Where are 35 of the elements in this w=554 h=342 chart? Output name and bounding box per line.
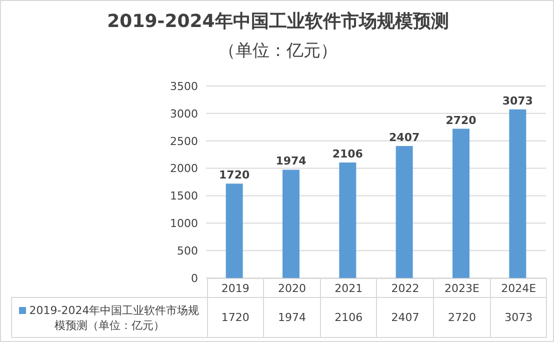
y-tick-label: 3000	[170, 107, 198, 120]
x-tick-label: 2023E	[434, 278, 490, 298]
x-tick-label: 2024E	[490, 278, 547, 298]
y-tick-label: 3500	[170, 80, 198, 93]
y-tick-label: 0	[191, 272, 198, 285]
text: 2720	[446, 114, 476, 127]
text: 2106	[332, 147, 363, 160]
data-label: 2720	[434, 298, 490, 338]
chart-subtitle: （单位：亿元）	[218, 40, 338, 62]
chart-title: 2019-2024年中国工业软件市场规模预测	[106, 10, 450, 33]
y-tick-label: 500	[177, 244, 198, 258]
bar	[509, 109, 526, 278]
bar	[396, 146, 413, 278]
legend-label: 2019-2024年中国工业软件市场规模预测（单位：亿元）	[12, 298, 207, 338]
data-label: 1720	[207, 298, 264, 338]
y-tick-label: 2500	[170, 134, 198, 148]
data-label: 3073	[490, 298, 547, 338]
text: 1974	[276, 154, 306, 168]
y-tick-label: 1000	[170, 217, 198, 230]
text: 2407	[389, 130, 420, 144]
y-tick-label: 2000	[170, 162, 198, 176]
data-label: 2407	[376, 298, 434, 338]
text: 3073	[502, 94, 533, 108]
x-tick-label: 2022	[376, 278, 434, 298]
x-tick-label: 2019	[207, 278, 264, 298]
data-label: 1974	[264, 298, 320, 338]
y-tick-label: 1500	[170, 190, 198, 203]
data-label: 2106	[320, 298, 377, 338]
bar	[452, 128, 470, 278]
bar	[282, 170, 300, 278]
x-tick-label: 2021	[320, 278, 377, 298]
x-tick-label: 2020	[264, 278, 320, 298]
bar	[226, 184, 243, 278]
text: 1720	[219, 168, 250, 182]
bar	[339, 162, 356, 278]
